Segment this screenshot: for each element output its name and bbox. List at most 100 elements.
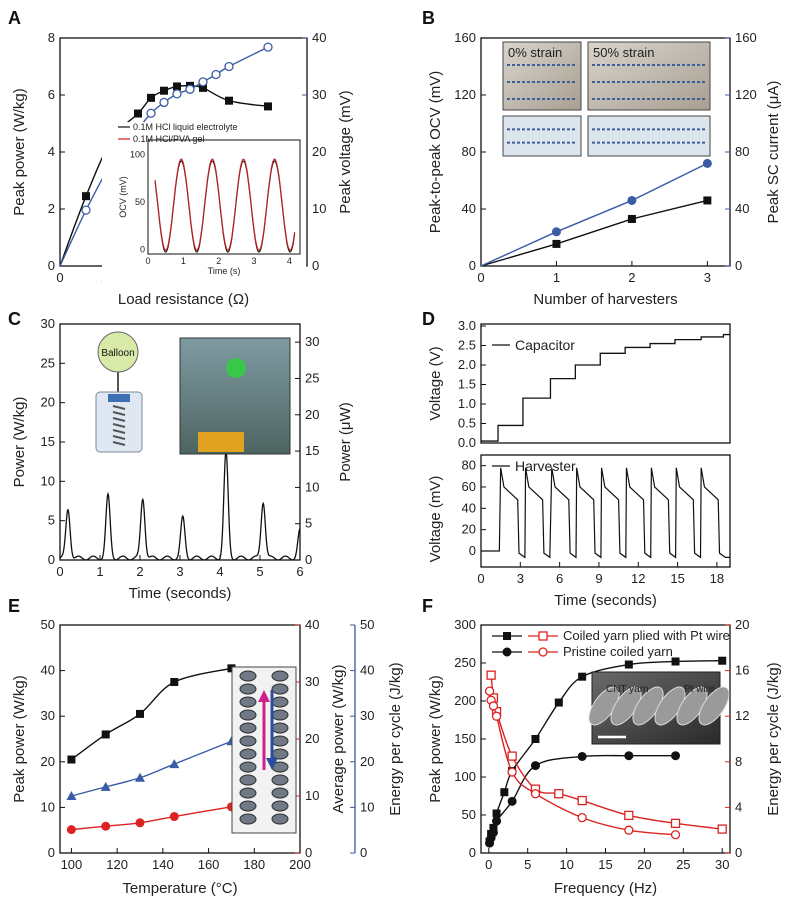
yarn-coil-left bbox=[239, 774, 257, 786]
panel-label-b: B bbox=[422, 8, 435, 28]
x-axis-label: Load resistance (Ω) bbox=[118, 291, 249, 308]
yarn-coil-left bbox=[239, 748, 257, 760]
inset-x-tick: 3 bbox=[252, 256, 257, 266]
x-axis-label: Temperature (°C) bbox=[122, 880, 237, 897]
x-tick-label: 3 bbox=[704, 270, 711, 285]
left-y-tick-label: 0 bbox=[48, 845, 55, 860]
data-point bbox=[211, 69, 221, 80]
left-y-tick-label: 3.0 bbox=[458, 318, 476, 333]
data-point bbox=[263, 42, 273, 52]
data-point bbox=[199, 83, 207, 92]
data-point bbox=[551, 227, 561, 237]
power-trace bbox=[59, 450, 301, 561]
data-point bbox=[67, 755, 76, 764]
x-tick-label: 6 bbox=[296, 564, 303, 579]
x-tick-label: 1 bbox=[553, 270, 560, 285]
strain-photo bbox=[587, 115, 711, 157]
inset-y-tick: 100 bbox=[130, 149, 145, 159]
y-axis-label: Power (W/kg) bbox=[11, 397, 28, 488]
right-y-tick-label: 20 bbox=[305, 407, 319, 422]
yarn-coil bbox=[112, 423, 126, 428]
yarn-coil-left bbox=[239, 787, 257, 799]
yarn-coil-right bbox=[271, 787, 289, 799]
legend-label-capacitor: Capacitor bbox=[515, 337, 575, 353]
legend-marker bbox=[502, 647, 512, 657]
y-axis-label: Voltage (V) bbox=[427, 346, 444, 420]
inset-x-tick: 2 bbox=[216, 256, 221, 266]
right-y-tick-label: 40 bbox=[305, 617, 319, 632]
data-point bbox=[484, 686, 495, 696]
data-point bbox=[554, 698, 563, 707]
yarn-coil-right bbox=[271, 670, 289, 682]
yarn-coil-right bbox=[271, 774, 289, 786]
data-point bbox=[264, 102, 272, 111]
left-y-tick-label: 40 bbox=[41, 663, 55, 678]
series-line bbox=[480, 199, 708, 267]
inset-y-label: OCV (mV) bbox=[118, 176, 128, 218]
data-point bbox=[135, 772, 145, 782]
yarn-coil-right bbox=[271, 696, 289, 708]
yarn-coil-left bbox=[239, 683, 257, 695]
left-y-tick-label: 20 bbox=[462, 522, 476, 537]
data-point bbox=[670, 830, 681, 840]
inset-y-tick: 50 bbox=[135, 197, 145, 207]
x-tick-label: 3 bbox=[517, 571, 524, 586]
yarn-coil bbox=[112, 441, 126, 446]
data-point bbox=[624, 810, 634, 821]
yarn-coil-left bbox=[239, 800, 257, 812]
right-y-tick-label: 15 bbox=[305, 443, 319, 458]
right-y-tick-label: 20 bbox=[305, 731, 319, 746]
right-y-tick-label: 4 bbox=[735, 799, 742, 814]
yarn-coil bbox=[112, 429, 126, 434]
data-point bbox=[627, 214, 636, 223]
right-y-tick-label: 50 bbox=[360, 617, 374, 632]
panel-label-e: E bbox=[8, 596, 20, 616]
data-point bbox=[488, 827, 498, 837]
yarn-coil-right bbox=[271, 709, 289, 721]
panel-label-a: A bbox=[8, 8, 21, 28]
left-y-tick-label: 1.0 bbox=[458, 396, 476, 411]
right-y-axis-label: Average power (W/kg) bbox=[330, 665, 347, 814]
left-y-tick-label: 0 bbox=[48, 552, 55, 567]
right-y-tick-label: 160 bbox=[735, 30, 757, 45]
series-line bbox=[71, 667, 232, 761]
yarn-coil-right bbox=[271, 722, 289, 734]
right-y-tick-label: 10 bbox=[305, 788, 319, 803]
left-y-tick-label: 200 bbox=[454, 693, 476, 708]
data-point bbox=[146, 108, 156, 118]
data-point bbox=[624, 825, 634, 835]
left-y-tick-label: 8 bbox=[48, 30, 55, 45]
left-y-tick-label: 2.0 bbox=[458, 357, 476, 372]
x-tick-label: 140 bbox=[152, 857, 174, 872]
legend-marker bbox=[538, 647, 548, 657]
left-y-tick-label: 2 bbox=[48, 201, 55, 216]
right-y-tick-label: 30 bbox=[360, 708, 374, 723]
inset-ocv-trace bbox=[154, 158, 296, 251]
data-point bbox=[198, 77, 208, 87]
third-y-axis-label: Energy per cycle (J/kg) bbox=[387, 662, 404, 815]
right-y-axis-label: Peak SC current (μA) bbox=[765, 81, 782, 224]
yarn-coil-right bbox=[271, 748, 289, 760]
data-point bbox=[224, 61, 234, 72]
right-y-tick-label: 25 bbox=[305, 370, 319, 385]
data-point bbox=[577, 813, 587, 823]
panel-label-c: C bbox=[8, 309, 21, 329]
left-y-tick-label: 60 bbox=[462, 479, 476, 494]
right-y-tick-label: 12 bbox=[735, 708, 749, 723]
plot-frame bbox=[480, 323, 731, 444]
right-y-tick-label: 0 bbox=[312, 258, 319, 273]
data-point bbox=[492, 816, 502, 826]
data-point bbox=[627, 195, 637, 205]
data-point bbox=[227, 664, 236, 673]
x-tick-label: 6 bbox=[556, 571, 563, 586]
left-y-tick-label: 30 bbox=[41, 708, 55, 723]
data-point bbox=[489, 823, 498, 832]
series-line bbox=[71, 740, 232, 797]
yarn-coil-left bbox=[239, 813, 257, 825]
x-tick-label: 100 bbox=[61, 857, 83, 872]
yarn-coil bbox=[112, 405, 126, 410]
right-y-tick-label: 80 bbox=[735, 144, 749, 159]
left-y-tick-label: 30 bbox=[41, 316, 55, 331]
inset-x-tick: 1 bbox=[181, 256, 186, 266]
